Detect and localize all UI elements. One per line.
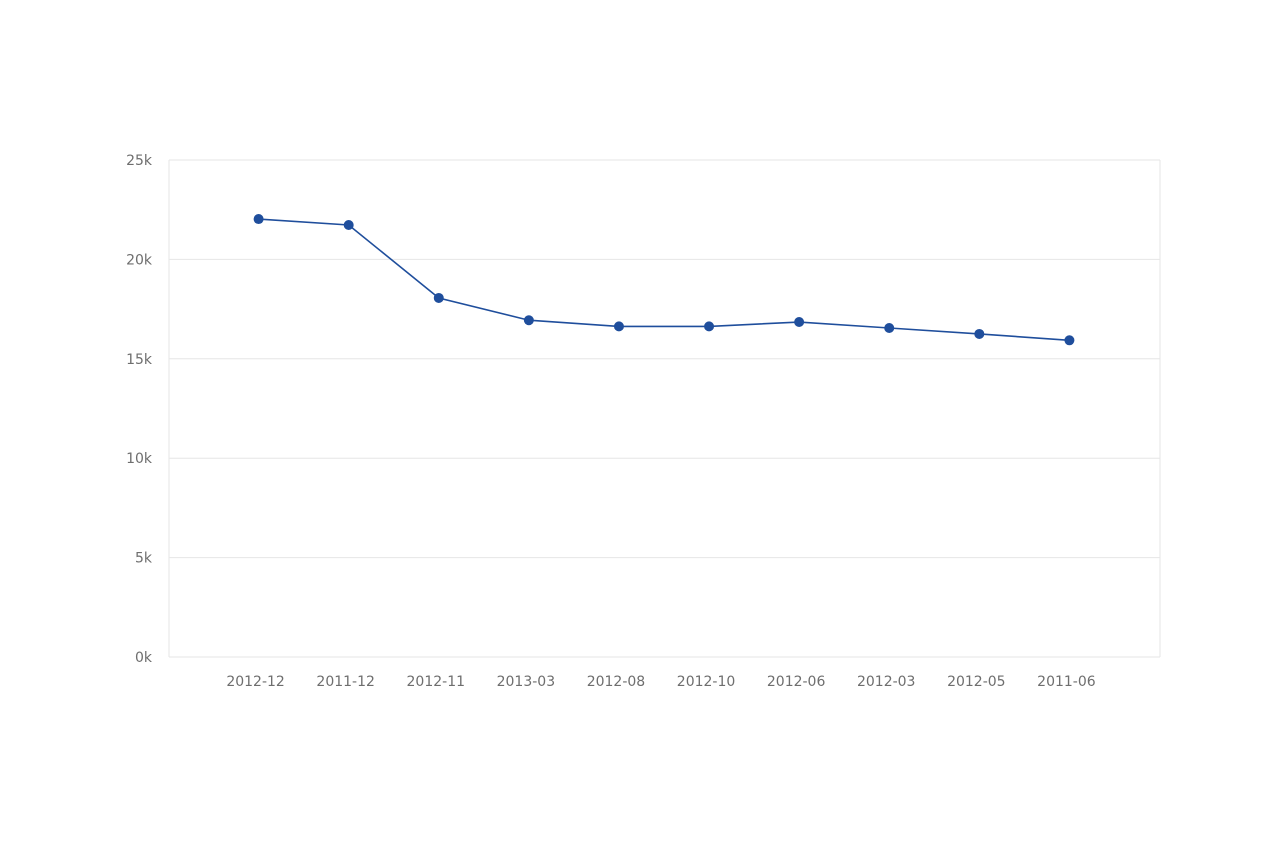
data-point-marker[interactable]	[974, 328, 985, 339]
data-point-marker[interactable]	[794, 317, 805, 328]
x-tick-label: 2012-12	[226, 674, 285, 690]
x-tick-label: 2012-03	[857, 674, 916, 690]
data-point-marker[interactable]	[343, 220, 354, 231]
data-point-marker[interactable]	[884, 322, 895, 333]
data-point-marker[interactable]	[704, 321, 715, 332]
data-point-marker[interactable]	[1064, 335, 1075, 346]
y-tick-label: 0k	[135, 650, 153, 666]
data-point-marker[interactable]	[613, 321, 624, 332]
gridlines	[168, 159, 1161, 658]
x-tick-label: 2012-06	[767, 674, 826, 690]
series-line	[258, 218, 1070, 342]
x-tick-label: 2012-11	[407, 674, 466, 690]
y-tick-label: 25k	[126, 153, 153, 169]
x-tick-label: 2012-08	[587, 674, 646, 690]
y-tick-label: 15k	[126, 352, 153, 368]
y-axis: 0k 5k 10k 15k 20k 25k	[126, 153, 153, 666]
data-point-marker[interactable]	[523, 315, 534, 326]
data-series	[253, 214, 1075, 346]
y-tick-label: 5k	[135, 551, 153, 567]
x-tick-label: 2011-06	[1037, 674, 1096, 690]
data-point-marker[interactable]	[253, 214, 264, 225]
y-tick-label: 20k	[126, 252, 153, 268]
x-tick-label: 2011-12	[316, 674, 375, 690]
x-axis: 2012-12 2011-12 2012-11 2013-03 2012-08 2012-…	[226, 674, 1095, 690]
x-tick-label: 2012-05	[947, 674, 1006, 690]
y-tick-label: 10k	[126, 451, 153, 467]
x-tick-label: 2013-03	[497, 674, 556, 690]
x-tick-label: 2012-10	[677, 674, 736, 690]
data-point-marker[interactable]	[433, 292, 444, 303]
